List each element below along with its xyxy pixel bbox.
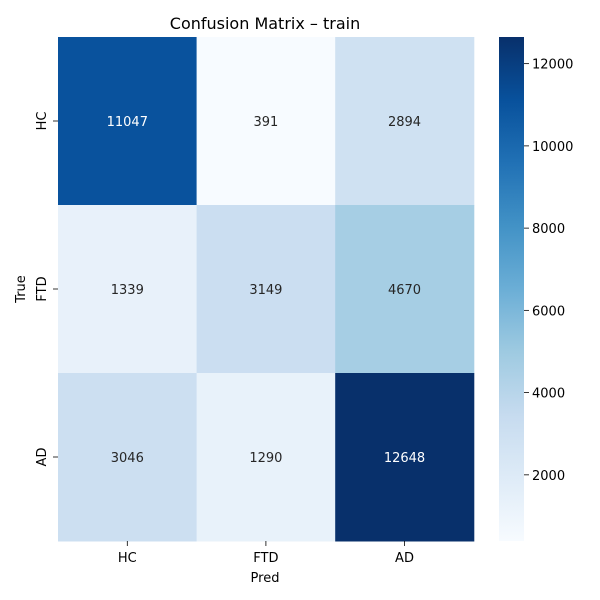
x-tick-label: HC (118, 551, 137, 566)
heatmap-cell (58, 373, 198, 542)
heatmap-cells: 11047 391 2894 1339 3149 4670 3046 1290 12648 (58, 37, 475, 542)
heatmap-cell (196, 37, 336, 206)
heatmap-cell (58, 37, 198, 206)
cell-value-label: 3046 (111, 451, 144, 466)
cell-value-label: 11047 (107, 115, 148, 130)
cell-value-label: 391 (253, 115, 278, 130)
heatmap-cell (58, 205, 198, 374)
cell-value-label: 4670 (388, 283, 421, 298)
cell-value-label: 3149 (249, 283, 282, 298)
colorbar-tick-label: 8000 (532, 222, 565, 237)
heatmap-cell (335, 205, 475, 374)
heatmap-axes: HC FTD AD HC FTD AD (35, 112, 414, 566)
cell-value-label: 2894 (388, 115, 421, 130)
y-axis-label: True (14, 275, 29, 304)
x-tick-label: AD (395, 551, 414, 566)
heatmap-cell (196, 373, 336, 542)
x-axis-label: Pred (251, 571, 280, 586)
y-tick-label: AD (35, 448, 50, 467)
colorbar-tick-label: 6000 (532, 304, 565, 319)
colorbar-ticks: 2000 4000 6000 8000 10000 12000 (524, 58, 573, 484)
heatmap-cell (196, 205, 336, 374)
colorbar (499, 37, 524, 541)
x-tick-label: FTD (253, 551, 278, 566)
cell-value-label: 1290 (249, 451, 282, 466)
cell-value-label: 12648 (384, 451, 425, 466)
colorbar-tick-label: 2000 (532, 469, 565, 484)
heatmap-cell (335, 373, 475, 542)
cell-value-label: 1339 (111, 283, 144, 298)
heatmap-cell (335, 37, 475, 206)
y-tick-label: FTD (35, 276, 50, 301)
colorbar-tick-label: 4000 (532, 387, 565, 402)
colorbar-tick-label: 10000 (532, 140, 573, 155)
colorbar-tick-label: 12000 (532, 58, 573, 73)
y-tick-label: HC (35, 112, 50, 131)
chart-title: Confusion Matrix – train (170, 14, 360, 33)
